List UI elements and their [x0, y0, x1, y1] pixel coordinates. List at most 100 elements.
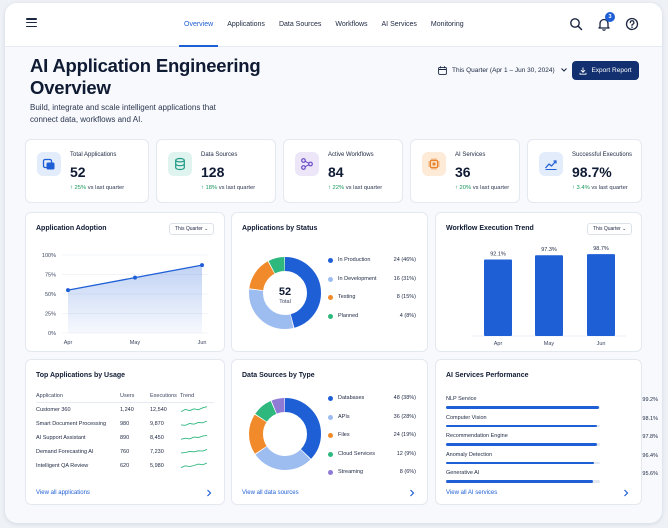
service-row[interactable]: NLP Service 99.2% — [446, 396, 658, 418]
legend-item: In Development 16 (31%) — [328, 275, 416, 294]
service-progress-track — [446, 461, 600, 464]
app-name-cell: AI Support Assistant — [36, 435, 86, 441]
service-row[interactable]: Generative AI 95.6% — [446, 470, 658, 492]
legend-label: Planned — [338, 312, 359, 319]
menu-icon[interactable] — [26, 18, 37, 28]
adoption-point — [66, 288, 70, 293]
database-icon — [168, 152, 192, 176]
users-cell: 980 — [120, 421, 130, 427]
kpi-value: 84 — [328, 164, 344, 180]
legend-item: Cloud Services 12 (9%) — [328, 450, 416, 469]
service-row[interactable]: Anomaly Detection 96.4% — [446, 452, 658, 474]
sparkline — [180, 406, 208, 413]
y-tick-label: 50% — [45, 292, 56, 298]
legend-item: Planned 4 (8%) — [328, 312, 416, 331]
tab-ai-services[interactable]: AI Services — [381, 21, 417, 28]
kpi-delta: ↑ 3.4% vs last quarter — [572, 185, 628, 191]
tab-workflows[interactable]: Workflows — [335, 21, 368, 28]
legend-label: Files — [338, 432, 350, 438]
x-tick-label: Jun — [597, 341, 606, 347]
donut-slice — [249, 257, 321, 329]
view-all-applications-link[interactable]: View all applications — [36, 490, 90, 496]
column-header-users: Users — [120, 393, 135, 399]
app-name-cell: Demand Forecasting AI — [36, 449, 94, 455]
top-applications-panel: Top Applications by Usage Application Us… — [25, 359, 225, 505]
tab-overview[interactable]: Overview — [177, 3, 220, 47]
legend-label: APIs — [338, 413, 350, 420]
service-name: Recommendation Engine — [446, 433, 508, 439]
legend-swatch — [328, 276, 333, 282]
service-progress-track — [446, 480, 600, 483]
service-name: NLP Service — [446, 396, 477, 402]
legend-value: 48 (38%) — [393, 395, 416, 401]
service-row[interactable]: Recommendation Engine 97.8% — [446, 433, 658, 455]
date-range-selector[interactable]: This Quarter (Apr 1 – Jun 30, 2024) — [438, 62, 573, 78]
legend-item: Streaming 8 (6%) — [328, 468, 416, 487]
applications-icon — [37, 152, 61, 176]
sparkline-path — [180, 462, 208, 469]
help-icon[interactable] — [624, 16, 640, 32]
bar-value-label: 92.1% — [490, 252, 506, 258]
kpi-delta: ↑ 18% vs last quarter — [201, 185, 256, 191]
sparkline-path — [180, 420, 208, 426]
legend-value: 12 (9%) — [396, 450, 416, 457]
page-subtitle: Build, integrate and scale intelligent a… — [30, 103, 216, 124]
search-icon[interactable] — [568, 16, 584, 32]
chevron-right-icon[interactable] — [206, 489, 212, 497]
export-report-button[interactable]: Export Report — [572, 61, 639, 80]
table-row[interactable]: AI Support Assistant 890 8,450 — [36, 434, 214, 447]
sparkline-path — [180, 406, 208, 413]
table-row[interactable]: Intelligent QA Review 620 5,980 — [36, 462, 214, 475]
applications-by-status-panel: Applications by Status 52 Total In Produc… — [231, 212, 428, 352]
kpi-value: 52 — [70, 164, 86, 180]
donut-slice — [249, 398, 321, 470]
legend-swatch — [328, 396, 333, 401]
users-cell: 890 — [120, 435, 130, 441]
service-progress-track — [446, 424, 600, 427]
view-all-ai-services-link[interactable]: View all AI services — [446, 490, 498, 496]
bar-value-label: 98.7% — [593, 246, 609, 252]
legend-item: Databases 48 (38%) — [328, 394, 416, 413]
trend-period-select[interactable]: This Quarter ⌄ — [587, 223, 633, 235]
ai-services-performance-panel: AI Services Performance NLP Service 99.2%… — [435, 359, 658, 505]
trend-icon — [539, 152, 563, 176]
tab-data-sources[interactable]: Data Sources — [278, 21, 322, 28]
sparkline — [180, 448, 208, 454]
top-navigation: Overview Applications Data Sources Workf… — [5, 3, 662, 47]
legend-value: 36 (28%) — [393, 413, 416, 420]
service-value: 99.2% — [642, 397, 658, 403]
service-value: 95.6% — [642, 471, 658, 477]
service-row[interactable]: Computer Vision 98.1% — [446, 415, 658, 437]
chevron-right-icon[interactable] — [623, 489, 629, 497]
kpi-delta: ↑ 20% vs last quarter — [455, 185, 510, 191]
app-frame: Overview Applications Data Sources Workf… — [5, 3, 662, 523]
trend-bar — [587, 254, 615, 336]
tab-applications[interactable]: Applications — [227, 21, 265, 28]
table-row[interactable]: Smart Document Processing 980 9,870 — [36, 420, 214, 433]
calendar-icon — [438, 65, 447, 75]
legend-label: Cloud Services — [338, 450, 375, 457]
legend-swatch — [328, 470, 333, 475]
chevron-right-icon[interactable] — [409, 489, 415, 497]
download-icon — [579, 66, 587, 75]
tab-monitoring[interactable]: Monitoring — [430, 21, 464, 28]
sparkline-path — [180, 448, 208, 454]
adoption-period-select[interactable]: This Quarter ⌄ — [169, 223, 215, 235]
sparkline — [180, 420, 208, 426]
kpi-delta: ↑ 25% vs last quarter — [70, 185, 125, 191]
kpi-label: Successful Executions — [572, 152, 633, 158]
kpi-delta: ↑ 22% vs last quarter — [328, 185, 383, 191]
bell-icon[interactable]: 3 — [596, 12, 615, 32]
legend-label: In Production — [338, 257, 371, 263]
view-all-data-sources-link[interactable]: View all data sources — [242, 490, 299, 496]
table-row[interactable]: Customer 360 1,240 12,540 — [36, 406, 214, 419]
sparkline — [180, 434, 208, 440]
x-tick-label: May — [544, 341, 555, 347]
column-header-executions: Executions — [150, 393, 177, 399]
panel-title: Data Sources by Type — [242, 372, 315, 379]
trend-bar — [484, 259, 512, 336]
table-row[interactable]: Demand Forecasting AI 760 7,230 — [36, 448, 214, 461]
application-adoption-panel: Application Adoption This Quarter ⌄ 0% 25… — [25, 212, 225, 352]
executions-cell: 12,540 — [150, 407, 167, 413]
